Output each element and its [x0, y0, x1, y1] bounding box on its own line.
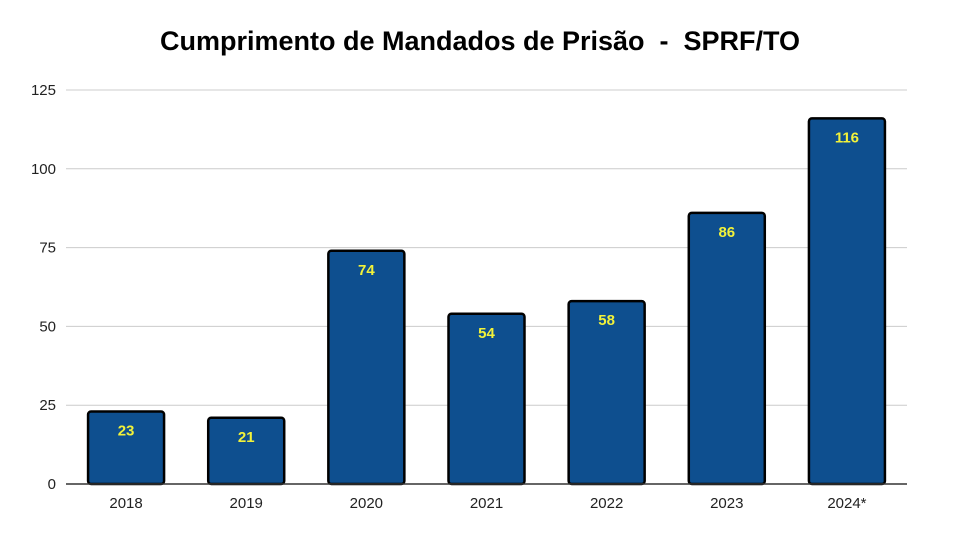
data-label: 58: [598, 312, 615, 329]
y-tick-label: 25: [39, 397, 56, 414]
x-tick-label: 2023: [710, 495, 743, 512]
data-label: 86: [718, 224, 735, 241]
data-label: 54: [478, 325, 495, 342]
data-label: 116: [835, 129, 859, 146]
y-tick-label: 75: [39, 240, 56, 257]
bar: [327, 249, 406, 486]
y-tick-label: 0: [48, 476, 56, 493]
data-label: 23: [118, 423, 135, 440]
bar: [807, 117, 887, 486]
x-tick-label: 2021: [470, 495, 503, 512]
y-axis-ticks: 0 25 50 75 100 125: [31, 82, 56, 493]
y-tick-label: 100: [31, 161, 56, 178]
x-axis-ticks: 2018 2019 2020 2021 2022 2023 2024*: [109, 495, 866, 512]
x-tick-label: 2024*: [827, 495, 866, 512]
x-tick-label: 2020: [350, 495, 383, 512]
y-tick-label: 125: [31, 82, 56, 99]
data-label: 21: [238, 429, 255, 446]
data-labels: 23 21 74 54 58 86 116: [118, 129, 859, 445]
y-tick-label: 50: [39, 318, 56, 335]
bars: [86, 117, 887, 486]
chart-title: Cumprimento de Mandados de Prisão - SPRF…: [159, 26, 801, 56]
bar: [206, 416, 286, 486]
data-label: 74: [358, 262, 375, 279]
x-tick-label: 2022: [590, 495, 623, 512]
bar: [687, 211, 767, 486]
x-tick-label: 2018: [109, 495, 142, 512]
x-tick-label: 2019: [230, 495, 263, 512]
